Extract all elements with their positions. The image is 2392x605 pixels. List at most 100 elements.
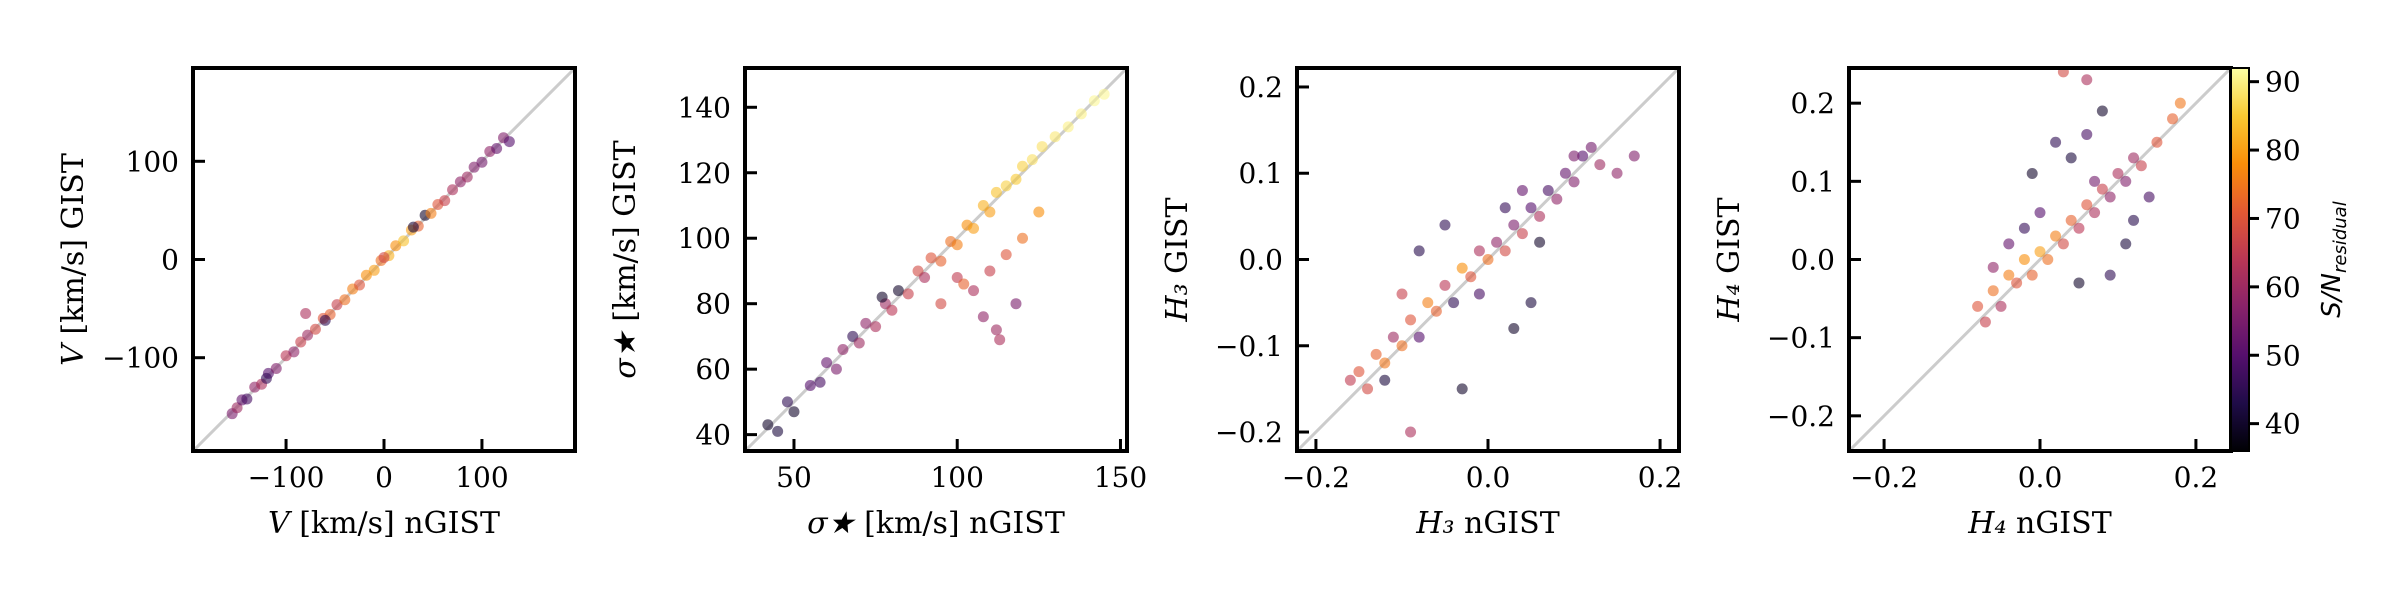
data-point [378, 252, 390, 264]
y-axis-label: σ★ [km/s] GIST [608, 140, 643, 378]
data-point [1370, 348, 1382, 360]
y-tick-label: 100 [678, 222, 731, 255]
data-point [1611, 167, 1623, 179]
data-point [407, 221, 419, 233]
data-point [788, 406, 800, 418]
data-point [935, 298, 947, 310]
x-tick-label: 50 [776, 461, 812, 494]
data-point [2120, 238, 2132, 250]
data-point [309, 323, 321, 335]
axes-frame [743, 66, 1129, 453]
data-point [1508, 219, 1520, 231]
data-point [2034, 246, 2046, 258]
y-tick-label: 0.2 [1238, 71, 1283, 104]
data-point [2089, 175, 2101, 187]
data-point [1473, 245, 1485, 257]
data-point [331, 299, 343, 311]
data-point [968, 285, 980, 297]
data-point [231, 402, 243, 414]
data-point [1010, 173, 1022, 185]
colorbar-tick-label: 40 [2265, 408, 2301, 441]
data-point [1088, 95, 1100, 107]
x-tick-label: 100 [930, 461, 983, 494]
data-point [821, 357, 833, 369]
data-point [302, 329, 314, 341]
data-point [2057, 238, 2069, 250]
data-point [1628, 150, 1640, 162]
x-tick-label: 0.0 [2018, 461, 2063, 494]
data-point [1456, 383, 1468, 395]
data-point [2050, 136, 2062, 148]
data-point [1568, 176, 1580, 188]
data-point [339, 294, 351, 306]
data-point [1362, 383, 1374, 395]
data-point [935, 255, 947, 267]
colorbar-tick-label: 80 [2265, 134, 2301, 167]
x-tick-label: −0.2 [1850, 461, 1918, 494]
x-tick-label: 0.2 [1638, 461, 1683, 494]
y-tick-label: 0 [161, 244, 179, 277]
x-axis-label: H₄ nGIST [1967, 506, 2111, 541]
data-point [1972, 300, 1984, 312]
x-tick-label: 0.0 [1466, 461, 1511, 494]
data-point [919, 272, 931, 284]
data-point [1379, 374, 1391, 386]
y-tick-label: 0.1 [1238, 157, 1283, 190]
data-point [476, 156, 488, 168]
y-tick-label: 100 [126, 145, 179, 178]
y-tick-label: −0.1 [1767, 322, 1835, 355]
data-point [1987, 285, 1999, 297]
x-tick-label: 150 [1094, 461, 1147, 494]
data-point [1000, 249, 1012, 261]
data-point [853, 337, 865, 349]
data-point [2011, 277, 2023, 289]
y-tick-label: 0.0 [1790, 244, 1835, 277]
data-point [860, 317, 872, 329]
data-point [781, 396, 793, 408]
data-point [2081, 74, 2093, 86]
data-point [830, 363, 842, 375]
colorbar-frame [2230, 67, 2250, 452]
data-point [1499, 245, 1511, 257]
panel-sigma: 50 100 150 40 60 80 100 120 140 σ★ [km/s] nGIST σ★… [608, 66, 1147, 541]
data-point [2050, 230, 2062, 242]
data-point [2096, 183, 2108, 195]
y-tick-label: −0.2 [1767, 400, 1835, 433]
x-axis-label: σ★ [km/s] nGIST [807, 506, 1065, 541]
data-point [1559, 167, 1571, 179]
data-point [1430, 305, 1442, 317]
data-point [2003, 238, 2015, 250]
y-tick-label: 80 [695, 288, 731, 321]
data-point [1396, 288, 1408, 300]
data-point [1379, 357, 1391, 369]
data-point [804, 380, 816, 392]
y-tick-label: 0.1 [1790, 165, 1835, 198]
data-point [1491, 236, 1503, 248]
data-point [1036, 141, 1048, 153]
data-point [1534, 210, 1546, 222]
points-V [226, 132, 515, 420]
data-point [2081, 128, 2093, 140]
colorbar: 40 50 60 70 80 90 S/Nresidual [2230, 66, 2351, 452]
data-point [1979, 316, 1991, 328]
data-point [984, 206, 996, 218]
data-point [398, 235, 410, 247]
data-point [814, 376, 826, 388]
data-point [2143, 191, 2155, 203]
data-point [2120, 175, 2132, 187]
data-point [1413, 331, 1425, 343]
data-point [1396, 340, 1408, 352]
x-tick-label: −0.2 [1282, 461, 1350, 494]
x-tick-label: 0.2 [2174, 461, 2219, 494]
data-point [1577, 150, 1589, 162]
data-point [892, 285, 904, 297]
data-point [461, 171, 473, 183]
data-point [491, 143, 503, 155]
data-point [260, 372, 272, 384]
panel-H4: −0.2 0.0 0.2 −0.2 −0.1 0.0 0.1 0.2 H₄ nGIST H₄ GI… [1712, 66, 2233, 541]
data-point [1542, 184, 1554, 196]
data-point [1995, 300, 2007, 312]
x-tick-label: 100 [455, 461, 508, 494]
data-point [990, 186, 1002, 198]
